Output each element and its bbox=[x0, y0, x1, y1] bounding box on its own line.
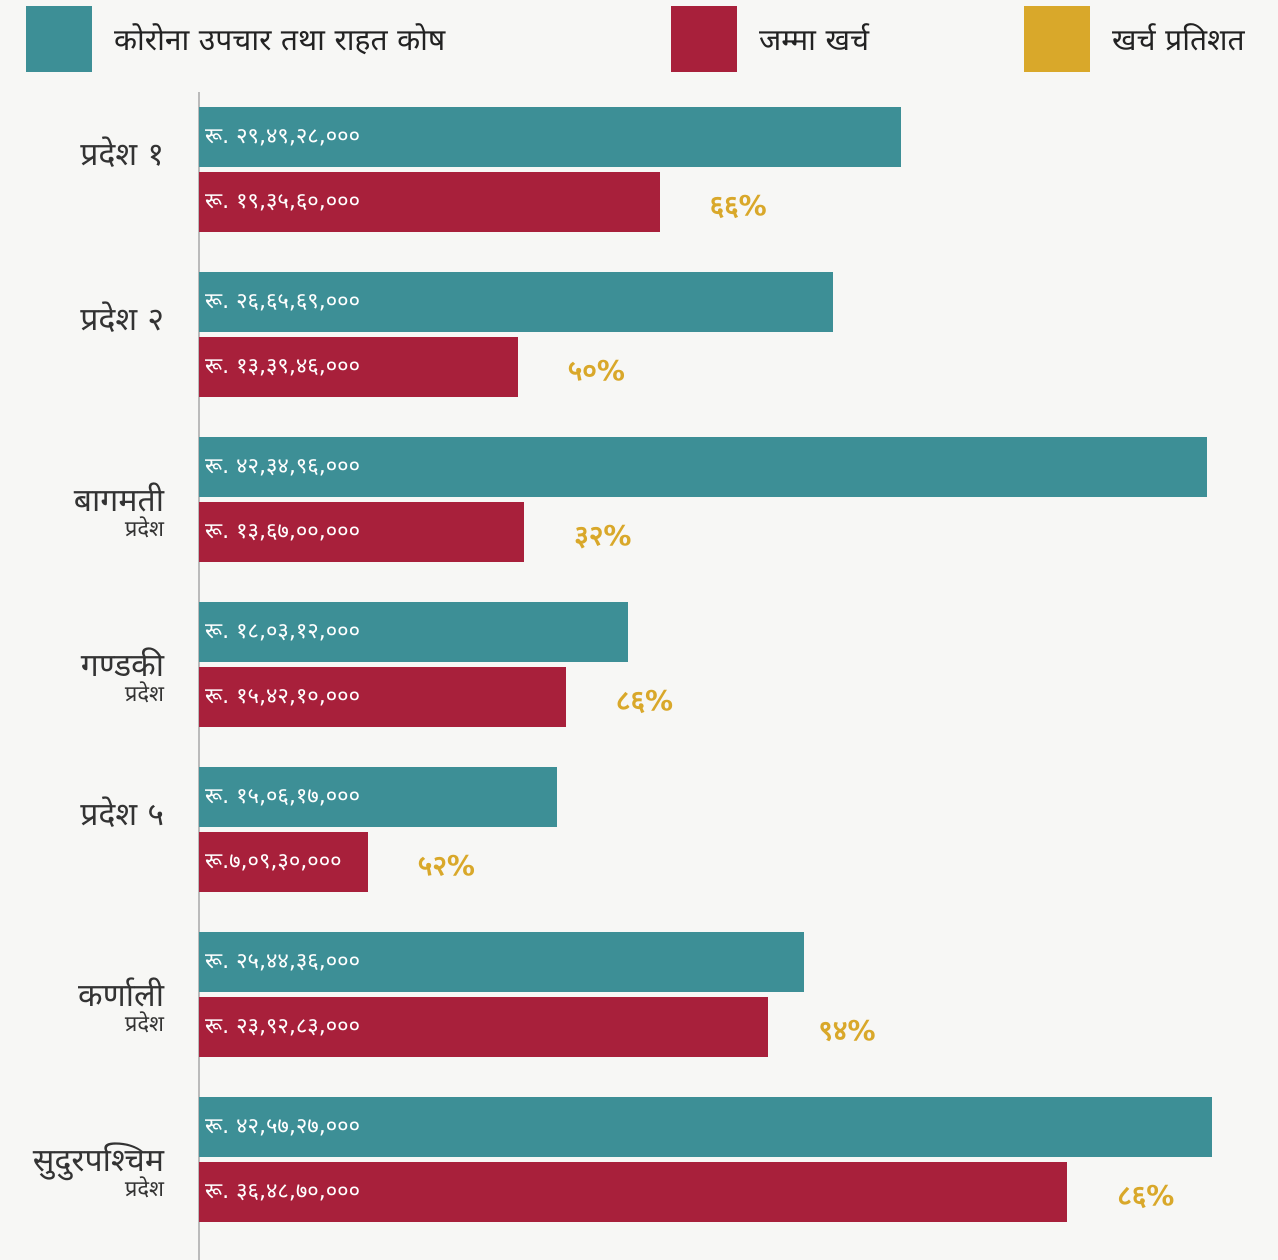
value-label: रू. १५,०६,१७,००० bbox=[205, 784, 361, 809]
category-label: गण्डकी प्रदेश bbox=[80, 646, 164, 708]
bar bbox=[199, 602, 629, 662]
percent-label: ८६% bbox=[615, 684, 674, 717]
bar bbox=[199, 667, 566, 727]
bar bbox=[199, 172, 660, 232]
value-label: रू.७,०९,३०,००० bbox=[205, 849, 342, 874]
value-label: रू. १३,६७,००,००० bbox=[205, 519, 361, 544]
value-label: रू. २३,९२,८३,००० bbox=[205, 1014, 361, 1039]
bar bbox=[199, 1097, 1212, 1157]
category-label: सुदुरपश्चिम प्रदेश bbox=[32, 1141, 164, 1203]
legend-label: खर्च प्रतिशत bbox=[1112, 23, 1245, 58]
percent-label: ३२% bbox=[574, 519, 632, 552]
value-label: रू. २९,४९,२८,००० bbox=[205, 124, 361, 149]
bar bbox=[199, 932, 805, 992]
value-label: रू. १५,४२,१०,००० bbox=[205, 684, 361, 709]
value-label: रू. ४२,३४,९६,००० bbox=[205, 454, 361, 479]
percent-label: ५०% bbox=[567, 354, 625, 387]
bar bbox=[199, 997, 769, 1057]
value-label: रू. ३६,४८,७०,००० bbox=[205, 1179, 361, 1204]
percent-label: ५२% bbox=[417, 849, 475, 882]
bar bbox=[199, 107, 901, 167]
bar bbox=[199, 502, 525, 562]
value-label: रू. १८,०३,१२,००० bbox=[205, 619, 361, 644]
legend-label: कोरोना उपचार तथा राहत कोष bbox=[114, 23, 446, 58]
value-label: रू. १३,३९,४६,००० bbox=[205, 354, 361, 379]
bar bbox=[199, 272, 834, 332]
value-label: रू. १९,३५,६०,००० bbox=[205, 189, 361, 214]
percent-label: ८६% bbox=[1117, 1179, 1175, 1212]
legend-label: जम्मा खर्च bbox=[759, 23, 870, 58]
bar bbox=[199, 337, 518, 397]
legend-swatch bbox=[1024, 6, 1090, 72]
bar bbox=[199, 437, 1207, 497]
value-label: रू. ४२,५७,२७,००० bbox=[205, 1114, 361, 1139]
percent-label: ९४% bbox=[818, 1014, 876, 1047]
category-label: प्रदेश १ bbox=[80, 135, 164, 173]
category-label: बागमती प्रदेश bbox=[73, 481, 164, 543]
category-label: प्रदेश ५ bbox=[80, 795, 164, 833]
bar bbox=[199, 767, 558, 827]
bar bbox=[199, 1162, 1068, 1222]
bar bbox=[199, 832, 368, 892]
value-label: रू. २५,४४,३६,००० bbox=[205, 949, 361, 974]
category-label: प्रदेश २ bbox=[80, 300, 164, 338]
legend-swatch bbox=[26, 6, 92, 72]
legend-swatch bbox=[671, 6, 737, 72]
percent-label: ६६% bbox=[709, 189, 767, 222]
category-label: कर्णाली प्रदेश bbox=[78, 976, 164, 1038]
value-label: रू. २६,६५,६९,००० bbox=[205, 289, 361, 314]
